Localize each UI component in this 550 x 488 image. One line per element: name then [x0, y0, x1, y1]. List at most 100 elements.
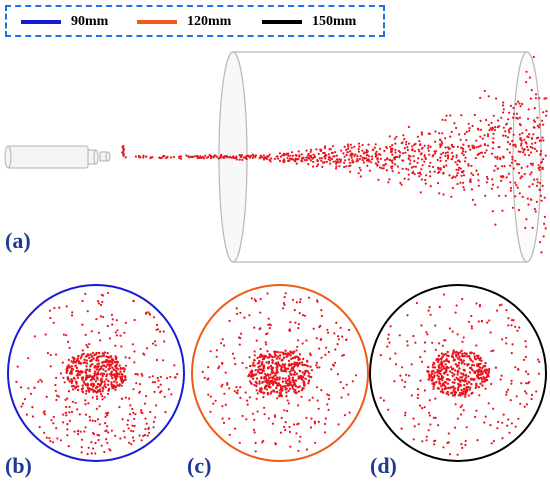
particle	[278, 152, 281, 155]
particle	[31, 406, 34, 409]
particle	[94, 386, 98, 390]
particle	[486, 133, 490, 136]
particle	[501, 209, 504, 212]
particle	[424, 157, 427, 160]
particle	[471, 363, 474, 367]
particle	[459, 405, 462, 409]
particle	[262, 380, 265, 383]
particle	[153, 390, 156, 393]
particle	[460, 379, 464, 382]
particle	[142, 154, 145, 157]
cross-section-particles-150mm	[379, 293, 541, 456]
particle	[390, 167, 393, 170]
particle	[93, 389, 97, 393]
particle	[90, 359, 93, 362]
particle	[288, 328, 291, 331]
particle	[403, 177, 406, 180]
particle	[124, 378, 127, 381]
particle	[86, 310, 89, 313]
particle	[402, 134, 405, 137]
particle	[412, 417, 415, 420]
particle	[463, 160, 466, 163]
particle	[427, 149, 430, 152]
particle	[401, 159, 404, 162]
particle	[358, 158, 361, 161]
particle	[126, 423, 129, 426]
particle	[249, 364, 252, 368]
particle	[438, 132, 441, 135]
particle	[263, 406, 266, 409]
particle	[359, 169, 362, 172]
particle	[450, 365, 453, 368]
particle	[226, 156, 229, 159]
particle	[307, 296, 311, 299]
particle	[342, 387, 345, 390]
particle	[257, 368, 260, 371]
particle	[379, 157, 382, 160]
particle	[284, 421, 287, 424]
particle	[103, 450, 106, 454]
particle	[453, 378, 456, 381]
particle	[252, 361, 255, 365]
particle	[77, 433, 80, 436]
particle	[205, 156, 208, 159]
particle	[539, 152, 542, 155]
particle	[461, 181, 465, 184]
particle	[77, 362, 81, 365]
particle	[248, 380, 251, 383]
particle	[80, 387, 84, 391]
particle	[431, 372, 434, 376]
particle	[85, 359, 89, 362]
particle	[455, 154, 458, 157]
particle	[143, 434, 147, 437]
particle	[470, 382, 473, 386]
particle	[480, 359, 483, 362]
particle	[20, 405, 23, 408]
particle	[460, 376, 464, 379]
particle	[465, 353, 468, 356]
particle	[543, 97, 546, 100]
particle	[528, 185, 531, 188]
particle	[323, 155, 326, 158]
panel-label-d: (d)	[370, 453, 397, 478]
particle	[510, 422, 513, 425]
particle	[253, 326, 256, 329]
particle	[106, 425, 109, 428]
particle	[107, 392, 110, 395]
particle	[282, 353, 285, 356]
particle	[27, 357, 30, 360]
particle	[115, 334, 118, 337]
particle	[315, 337, 318, 340]
particle	[107, 431, 110, 434]
particle	[297, 390, 301, 393]
particle	[437, 354, 441, 357]
particle	[470, 327, 473, 330]
particle	[291, 298, 295, 301]
particle	[456, 417, 459, 420]
particle	[420, 133, 423, 136]
particle	[97, 365, 100, 368]
particle	[487, 95, 490, 98]
particle	[302, 157, 305, 160]
particle	[276, 355, 280, 358]
particle	[295, 432, 298, 435]
particle	[274, 362, 277, 365]
particle	[283, 425, 286, 429]
particle	[357, 148, 360, 151]
particle	[386, 337, 390, 340]
particle	[398, 154, 401, 157]
particle	[283, 303, 286, 306]
particle	[373, 146, 376, 149]
particle	[447, 386, 450, 390]
particle	[451, 381, 454, 384]
particle	[97, 368, 101, 372]
particle	[243, 316, 246, 319]
particle	[440, 363, 443, 366]
particle	[518, 116, 522, 119]
particle	[292, 366, 295, 369]
particle	[131, 436, 135, 439]
particle	[401, 141, 404, 144]
particle	[343, 165, 346, 169]
particle	[509, 186, 513, 190]
particle	[447, 360, 451, 364]
